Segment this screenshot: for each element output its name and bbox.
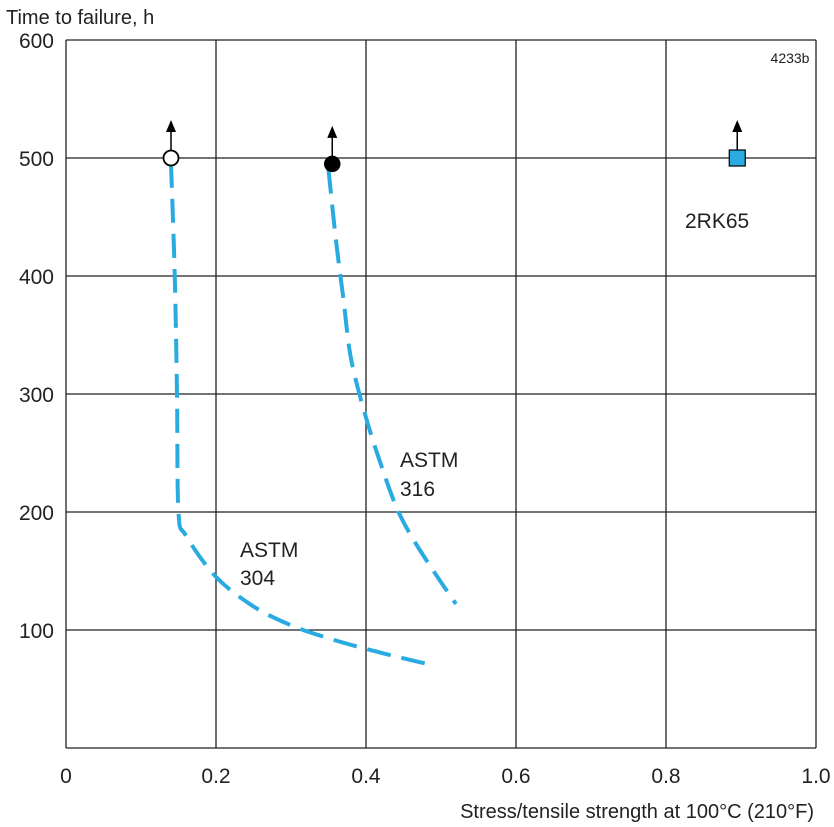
arrow-head-astm-304 xyxy=(166,120,176,132)
y-tick-label-400: 400 xyxy=(19,266,54,289)
x-tick-label-1.0: 1.0 xyxy=(801,765,830,788)
marker-astm-304 xyxy=(162,149,180,167)
x-tick-label-0.4: 0.4 xyxy=(351,765,381,788)
figure-code: 4233b xyxy=(771,50,810,66)
marker-astm-316 xyxy=(324,155,341,173)
arrow-head-astm-316 xyxy=(327,125,338,138)
y-tick-label-200: 200 xyxy=(19,502,54,525)
y-tick-label-500: 500 xyxy=(19,148,54,171)
grid-lines xyxy=(65,39,817,749)
series-line-astm-304 xyxy=(169,163,434,668)
series-label-astm-304-line1: ASTM xyxy=(240,539,298,562)
data-curves xyxy=(169,163,458,668)
y-tick-label-300: 300 xyxy=(19,384,54,407)
series-line-astm-316 xyxy=(326,169,458,606)
x-tick-label-0.8: 0.8 xyxy=(651,765,680,788)
series-label-2rk65: 2RK65 xyxy=(685,210,749,233)
data-markers xyxy=(162,120,746,173)
x-tick-label-0.6: 0.6 xyxy=(501,765,530,788)
y-axis-title: Time to failure, h xyxy=(6,7,154,29)
x-tick-label-0: 0 xyxy=(60,765,72,788)
y-tick-label-100: 100 xyxy=(19,620,54,643)
series-label-astm-304-line2: 304 xyxy=(240,567,275,590)
axis-labels: 0 0.2 0.4 0.6 0.8 1.0 100 200 300 400 500 600 xyxy=(19,30,831,788)
x-tick-label-0.2: 0.2 xyxy=(201,765,230,788)
marker-2rk65 xyxy=(728,149,746,167)
y-tick-label-600: 600 xyxy=(19,30,54,53)
series-label-astm-316-line2: 316 xyxy=(400,478,435,501)
series-label-astm-316-line1: ASTM xyxy=(400,449,458,472)
arrow-head-2rk65 xyxy=(732,120,743,132)
x-axis-title: Stress/tensile strength at 100°C (210°F) xyxy=(460,801,814,823)
